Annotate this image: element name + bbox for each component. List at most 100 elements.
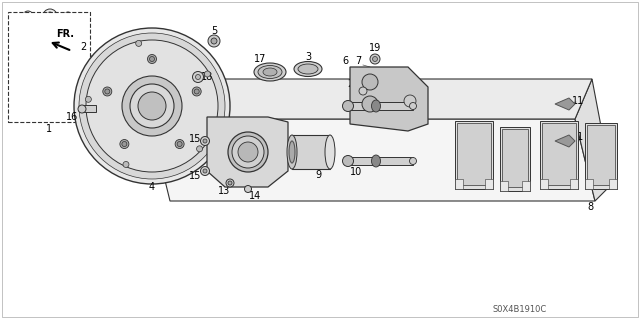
Polygon shape — [150, 79, 592, 119]
Text: 4: 4 — [149, 182, 155, 192]
Polygon shape — [542, 123, 576, 185]
Ellipse shape — [228, 132, 268, 172]
Circle shape — [138, 92, 166, 120]
Text: 11: 11 — [572, 132, 584, 142]
Text: 15: 15 — [189, 134, 201, 144]
Text: 6: 6 — [342, 56, 348, 66]
Circle shape — [46, 12, 54, 20]
Circle shape — [208, 35, 220, 47]
Text: 3: 3 — [305, 52, 311, 62]
Circle shape — [122, 76, 182, 136]
Text: 7: 7 — [355, 56, 361, 66]
Circle shape — [105, 89, 110, 94]
Circle shape — [86, 40, 218, 172]
Circle shape — [43, 9, 57, 23]
Ellipse shape — [289, 141, 295, 163]
Circle shape — [26, 13, 31, 19]
Polygon shape — [16, 28, 30, 39]
Circle shape — [103, 87, 112, 96]
Text: 1: 1 — [46, 124, 52, 134]
Ellipse shape — [238, 142, 258, 162]
Ellipse shape — [325, 135, 335, 169]
Circle shape — [362, 74, 378, 90]
Polygon shape — [42, 29, 70, 50]
Circle shape — [23, 11, 33, 21]
Text: 10: 10 — [350, 167, 362, 177]
Polygon shape — [585, 123, 617, 189]
Text: 14: 14 — [249, 191, 261, 201]
Polygon shape — [457, 123, 491, 185]
Ellipse shape — [232, 136, 264, 168]
Circle shape — [195, 75, 200, 79]
Circle shape — [48, 36, 52, 40]
Circle shape — [177, 142, 182, 146]
Polygon shape — [455, 121, 493, 189]
Circle shape — [64, 12, 72, 20]
Polygon shape — [540, 179, 548, 189]
Ellipse shape — [258, 65, 282, 78]
Circle shape — [66, 14, 70, 18]
Polygon shape — [14, 26, 32, 41]
Circle shape — [410, 102, 417, 109]
Circle shape — [228, 181, 232, 185]
Polygon shape — [609, 179, 617, 189]
Text: 17: 17 — [254, 54, 266, 64]
Polygon shape — [348, 157, 413, 165]
Circle shape — [136, 41, 141, 46]
Polygon shape — [555, 98, 575, 110]
Text: 18: 18 — [201, 72, 213, 82]
Ellipse shape — [287, 135, 297, 169]
Ellipse shape — [371, 155, 381, 167]
Polygon shape — [555, 135, 575, 147]
Polygon shape — [348, 102, 413, 110]
Circle shape — [342, 155, 353, 167]
Bar — [8, 12, 90, 122]
Text: 11: 11 — [572, 96, 584, 106]
Polygon shape — [207, 117, 288, 187]
Polygon shape — [485, 179, 493, 189]
Text: 16: 16 — [66, 112, 78, 122]
Text: 2: 2 — [80, 42, 86, 52]
Circle shape — [130, 84, 174, 128]
Polygon shape — [500, 181, 508, 191]
Circle shape — [194, 89, 199, 94]
Text: 12: 12 — [350, 112, 362, 122]
Circle shape — [362, 96, 378, 112]
Circle shape — [85, 96, 92, 102]
Circle shape — [74, 28, 230, 184]
Polygon shape — [350, 67, 428, 131]
Circle shape — [203, 169, 207, 173]
Circle shape — [372, 56, 378, 62]
Text: 15: 15 — [189, 171, 201, 181]
Circle shape — [410, 158, 417, 165]
Polygon shape — [570, 179, 578, 189]
Text: 9: 9 — [315, 170, 321, 180]
Circle shape — [404, 95, 416, 107]
Polygon shape — [82, 105, 96, 112]
Polygon shape — [522, 181, 530, 191]
Text: 21: 21 — [347, 79, 359, 89]
Text: 19: 19 — [369, 43, 381, 53]
Polygon shape — [585, 179, 593, 189]
Circle shape — [147, 55, 157, 63]
Polygon shape — [575, 79, 612, 201]
Circle shape — [78, 105, 86, 113]
Circle shape — [211, 38, 217, 44]
Circle shape — [226, 179, 234, 187]
Ellipse shape — [294, 62, 322, 77]
Circle shape — [204, 71, 211, 77]
Polygon shape — [42, 45, 48, 50]
Circle shape — [193, 71, 204, 83]
Circle shape — [123, 161, 129, 167]
Polygon shape — [150, 119, 595, 201]
Polygon shape — [587, 125, 615, 185]
Ellipse shape — [298, 64, 318, 74]
Polygon shape — [292, 135, 330, 169]
Circle shape — [244, 186, 252, 192]
Text: 8: 8 — [587, 202, 593, 212]
Circle shape — [79, 33, 225, 179]
Polygon shape — [64, 45, 70, 50]
Circle shape — [370, 54, 380, 64]
Circle shape — [200, 167, 209, 175]
Circle shape — [200, 137, 209, 145]
